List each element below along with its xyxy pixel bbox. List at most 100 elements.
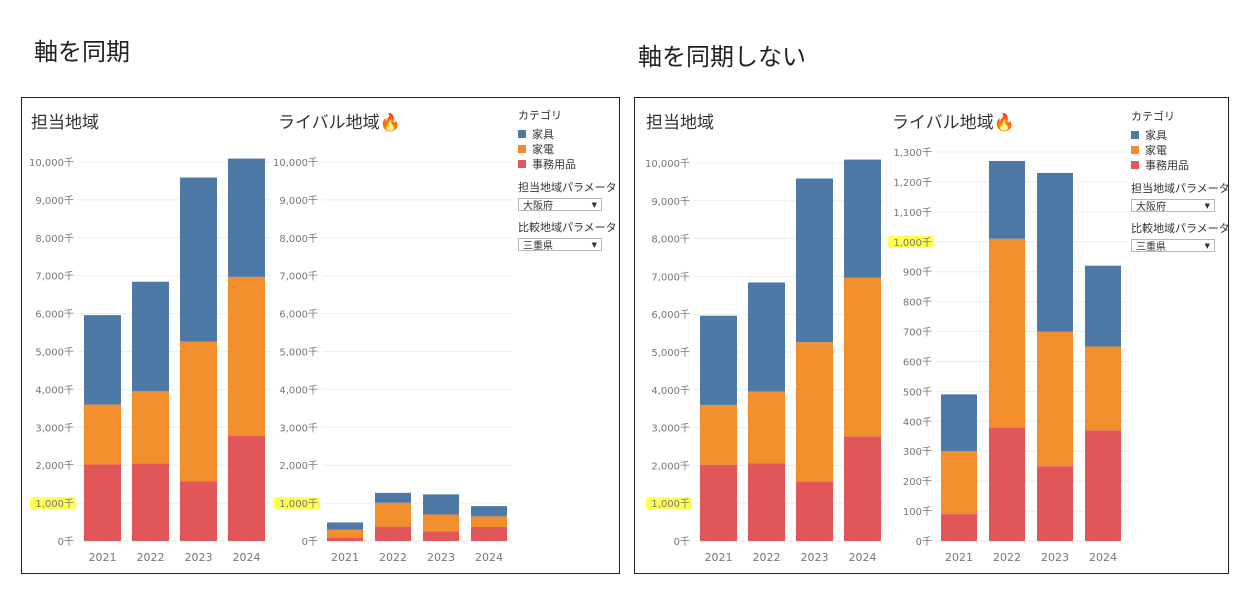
bar-segment: [327, 529, 363, 538]
y-tick-label: 1,000千: [279, 498, 318, 510]
x-tick-label: 2023: [427, 551, 455, 564]
y-tick-label: 900千: [903, 267, 932, 279]
bar-segment: [180, 341, 217, 482]
y-tick-label: 8,000千: [35, 233, 74, 245]
legend-right: カテゴリ 家具 家電 事務用品 担当地域パラメータ 大阪府 ▼ 比較地域パラメー…: [1131, 108, 1230, 253]
legend-item-furniture[interactable]: 家具: [518, 126, 617, 141]
x-tick-label: 2023: [1041, 551, 1069, 564]
bar-segment: [132, 281, 169, 392]
bar-segment: [423, 514, 459, 532]
param-compare-label: 比較地域パラメータ: [1131, 222, 1230, 235]
bar-segment: [228, 276, 265, 437]
y-tick-label: 0千: [58, 536, 74, 548]
param-region-value: 大阪府: [1136, 202, 1166, 213]
y-tick-label: 0千: [302, 536, 318, 548]
chevron-down-icon: ▼: [1204, 201, 1210, 210]
legend-item-office[interactable]: 事務用品: [1131, 157, 1230, 172]
legend-title: カテゴリ: [518, 109, 562, 122]
y-tick-label: 200千: [903, 476, 932, 488]
y-tick-label: 600千: [903, 356, 932, 368]
y-tick-label: 7,000千: [279, 271, 318, 283]
y-tick-label: 5,000千: [279, 347, 318, 359]
y-tick-label: 0千: [674, 536, 690, 548]
y-tick-label: 1,100千: [893, 207, 932, 219]
legend-item-appliance[interactable]: 家電: [518, 141, 617, 156]
bar-segment: [748, 282, 785, 392]
param-region-dropdown[interactable]: 大阪府 ▼: [1131, 199, 1215, 213]
tick-highlight: [646, 497, 692, 510]
bar-segment: [375, 526, 411, 541]
x-tick-label: 2023: [185, 551, 213, 564]
x-tick-label: 2023: [801, 551, 829, 564]
y-tick-label: 10,000千: [29, 157, 74, 169]
param-compare-dropdown[interactable]: 三重県 ▼: [1131, 239, 1215, 253]
legend-item-appliance[interactable]: 家電: [1131, 142, 1230, 157]
param-compare-value: 三重県: [523, 241, 553, 252]
bar-segment: [796, 342, 833, 482]
param-compare-dropdown[interactable]: 三重県 ▼: [518, 238, 602, 252]
y-tick-label: 8,000千: [279, 233, 318, 245]
y-tick-label: 6,000千: [279, 309, 318, 321]
x-tick-label: 2024: [1089, 551, 1117, 564]
y-tick-label: 2,000千: [279, 460, 318, 472]
param-region-dropdown[interactable]: 大阪府 ▼: [518, 198, 602, 212]
bar-segment: [471, 526, 507, 541]
bar-segment: [327, 522, 363, 530]
x-tick-label: 2021: [945, 551, 973, 564]
x-tick-label: 2024: [849, 551, 877, 564]
chevron-down-icon: ▼: [591, 240, 597, 249]
bar-segment: [1037, 466, 1073, 541]
heading-sync-axes: 軸を同期: [34, 38, 130, 66]
bar-segment: [700, 404, 737, 465]
legend-item-office[interactable]: 事務用品: [518, 156, 617, 171]
bar-segment: [1085, 430, 1121, 541]
bar-segment: [375, 492, 411, 503]
y-tick-label: 1,000千: [651, 498, 690, 510]
bar-segment: [228, 158, 265, 277]
y-tick-label: 1,200千: [893, 177, 932, 189]
y-tick-label: 6,000千: [35, 309, 74, 321]
y-tick-label: 9,000千: [651, 196, 690, 208]
legend-label: 事務用品: [1145, 158, 1189, 172]
param-compare-value: 三重県: [1136, 242, 1166, 253]
chevron-down-icon: ▼: [591, 200, 597, 209]
bar-segment: [941, 451, 977, 515]
chevron-down-icon: ▼: [1204, 241, 1210, 250]
y-tick-label: 2,000千: [651, 460, 690, 472]
y-tick-label: 2,000千: [35, 460, 74, 472]
legend-label: 家具: [532, 127, 554, 141]
bar-segment: [84, 404, 121, 465]
bar-segment: [700, 464, 737, 541]
y-tick-label: 400千: [903, 416, 932, 428]
y-tick-label: 8,000千: [651, 234, 690, 246]
chart-title: 担当地域: [646, 113, 714, 133]
y-tick-label: 3,000千: [279, 422, 318, 434]
y-tick-label: 6,000千: [651, 309, 690, 321]
y-tick-label: 7,000千: [35, 271, 74, 283]
bar-segment: [748, 391, 785, 464]
tick-highlight: [274, 497, 320, 510]
legend-label: 家具: [1145, 128, 1167, 142]
bar-segment: [989, 427, 1025, 541]
y-tick-label: 800千: [903, 297, 932, 309]
bar-segment: [844, 159, 881, 278]
x-tick-label: 2024: [233, 551, 261, 564]
legend-label: 事務用品: [532, 157, 576, 171]
y-tick-label: 0千: [916, 536, 932, 548]
y-tick-label: 1,000千: [35, 498, 74, 510]
param-region-label: 担当地域パラメータ: [518, 181, 617, 194]
y-tick-label: 700千: [903, 327, 932, 339]
bar-segment: [941, 514, 977, 541]
legend-label: 家電: [1145, 143, 1167, 157]
legend-label: 家電: [532, 142, 554, 156]
bar-segment: [1085, 265, 1121, 347]
legend-title: カテゴリ: [1131, 110, 1175, 123]
y-tick-label: 100千: [903, 506, 932, 518]
legend-swatch-office: [1131, 160, 1139, 169]
bar-segment: [84, 464, 121, 541]
bar-segment: [180, 177, 217, 342]
bar-segment: [180, 481, 217, 541]
x-tick-label: 2022: [379, 551, 407, 564]
legend-item-furniture[interactable]: 家具: [1131, 127, 1230, 142]
